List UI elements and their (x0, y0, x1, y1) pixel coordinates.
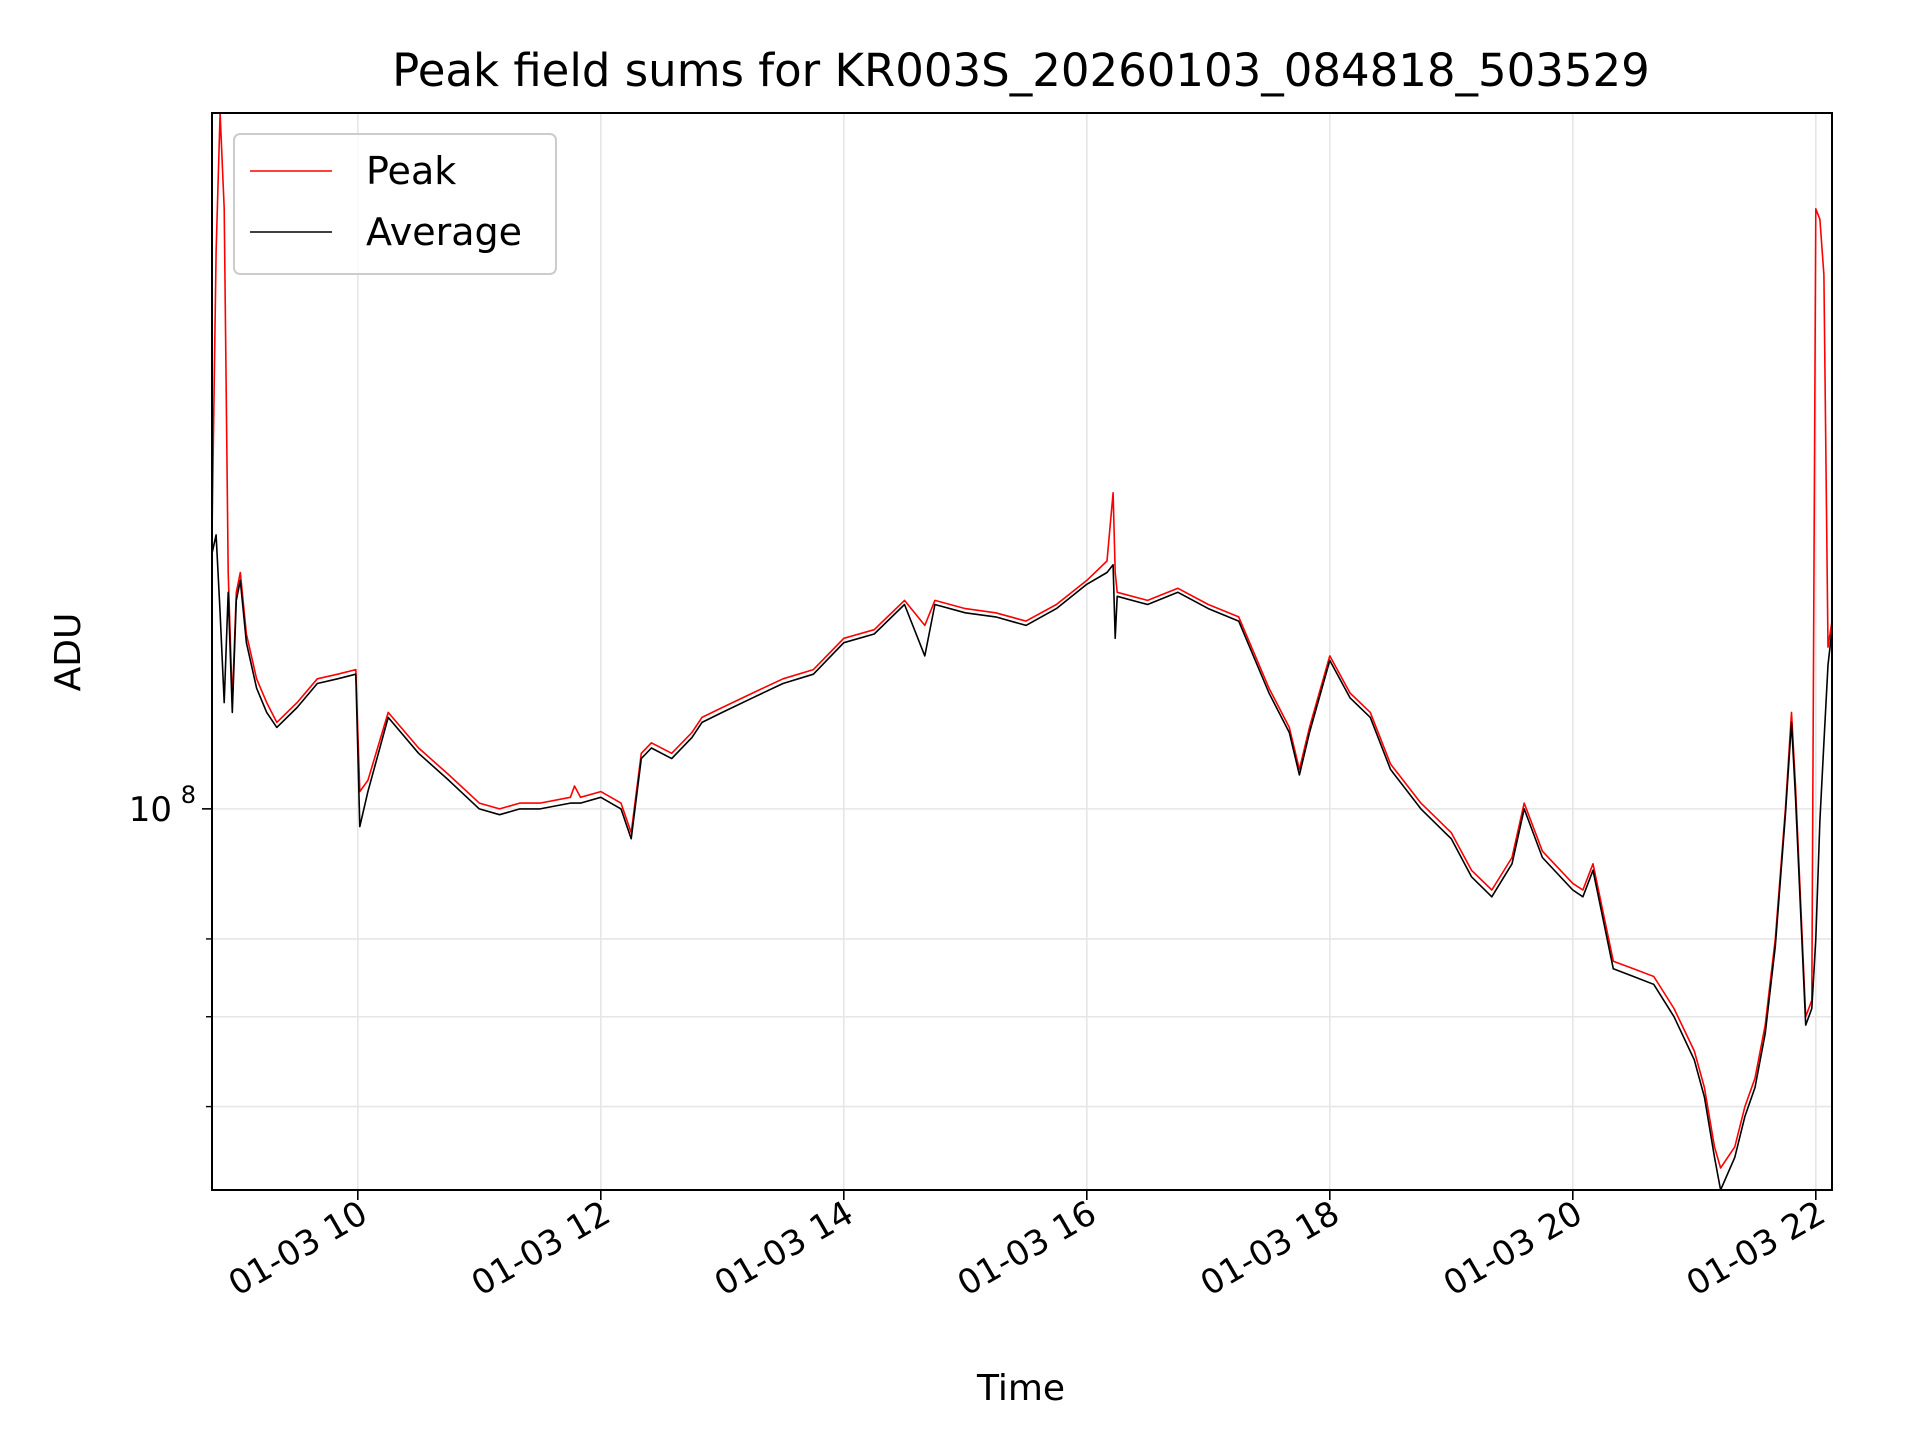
y-axis-label: ADU (48, 613, 89, 692)
legend-label-peak: Peak (366, 149, 456, 193)
legend: Peak Average (233, 133, 557, 275)
y-tick-label: 10 (129, 790, 172, 830)
series-layer (212, 113, 1832, 1190)
series-line-peak (212, 113, 1832, 1169)
legend-box (233, 133, 557, 275)
y-axis: 10 8 (129, 781, 212, 1108)
series-line-average (212, 534, 1832, 1190)
chart-title: Peak field sums for KR003S_20260103_0848… (392, 44, 1650, 97)
y-tick-exponent: 8 (181, 781, 196, 809)
y-tick-base: 10 (129, 790, 172, 830)
plot-frame (211, 112, 1833, 1191)
legend-label-average: Average (366, 210, 522, 254)
x-axis-label: Time (976, 1368, 1065, 1409)
